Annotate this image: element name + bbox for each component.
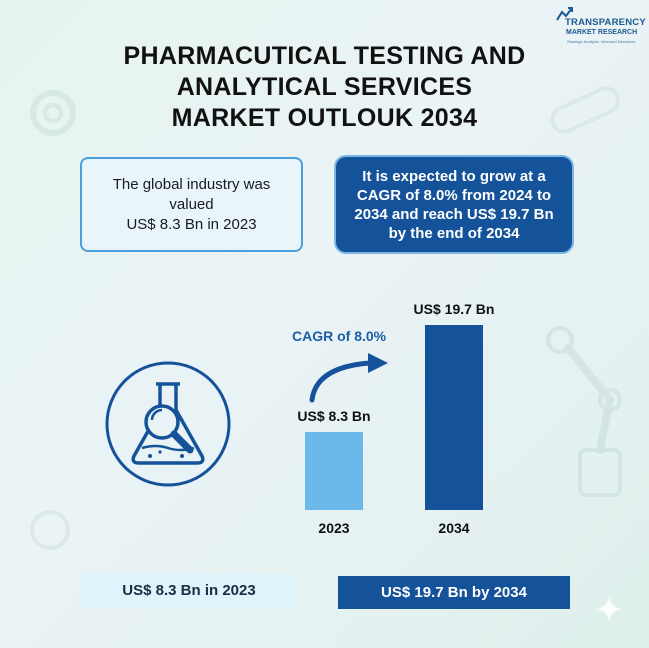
title-line-1: PHARMACUTICAL TESTING AND (123, 42, 526, 70)
title-line-3: MARKET OUTLOUK 2034 (171, 104, 478, 132)
bar-2023 (305, 432, 363, 510)
page-title: PHARMACUTICAL TESTING AND ANALYTICAL SER… (0, 41, 649, 134)
sparkle-icon (597, 597, 621, 621)
valuation-line-2: US$ 8.3 Bn in 2023 (126, 215, 257, 233)
growth-line-2: CAGR of 8.0% from 2024 to (356, 186, 552, 204)
growth-line-1: It is expected to grow at a (362, 167, 546, 185)
growth-line-4: by the end of 2034 (388, 224, 520, 242)
background-pill-icon (30, 510, 70, 550)
footer-2023-value: US$ 8.3 Bn in 2023 (79, 574, 299, 607)
growth-summary-box: It is expected to grow at a CAGR of 8.0%… (336, 157, 572, 252)
logo-tagline: Strategic Analysis. Informed Decisions. (567, 39, 637, 44)
valuation-summary-box: The global industry was valued US$ 8.3 B… (80, 157, 303, 252)
data-label-2034: US$ 19.7 Bn (413, 301, 495, 317)
logo-subtitle: MARKET RESEARCH (566, 29, 638, 36)
data-label-2023: US$ 8.3 Bn (297, 408, 371, 425)
tick-label-2034: 2034 (438, 520, 470, 536)
background-robot-arm-icon (546, 326, 622, 497)
bar-2034 (425, 325, 483, 510)
background-gear-icon (30, 90, 76, 136)
transparency-logo-icon (556, 7, 573, 21)
cagr-annotation: CAGR of 8.0% (292, 328, 387, 344)
transparency-logo: TRANSPARENCY MARKET RESEARCH Strategic A… (555, 6, 647, 50)
lab-flask-magnifier-icon (105, 361, 231, 487)
cagr-arrow-icon (309, 353, 388, 403)
title-line-2: ANALYTICAL SERVICES (176, 73, 473, 101)
valuation-line-1: The global industry was valued (112, 175, 271, 213)
growth-line-3: 2034 and reach US$ 19.7 Bn (354, 205, 554, 223)
tick-label-2023: 2023 (318, 520, 350, 536)
logo-title: TRANSPARENCY (565, 17, 646, 28)
footer-2034-value: US$ 19.7 Bn by 2034 (338, 576, 570, 609)
background-capsule-icon (550, 86, 620, 134)
